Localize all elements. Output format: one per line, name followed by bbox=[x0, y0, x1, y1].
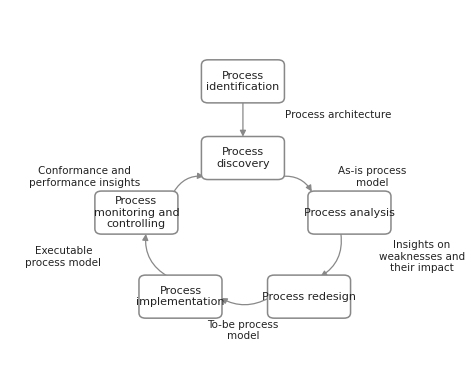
Text: Executable
process model: Executable process model bbox=[26, 246, 101, 268]
Text: Process
discovery: Process discovery bbox=[216, 147, 270, 169]
FancyBboxPatch shape bbox=[201, 136, 284, 180]
FancyBboxPatch shape bbox=[201, 60, 284, 103]
FancyBboxPatch shape bbox=[308, 191, 391, 234]
Text: Process
implementation: Process implementation bbox=[136, 286, 225, 308]
FancyBboxPatch shape bbox=[139, 275, 222, 318]
Text: Process architecture: Process architecture bbox=[285, 110, 392, 120]
Text: Process redesign: Process redesign bbox=[262, 291, 356, 302]
Text: Conformance and
performance insights: Conformance and performance insights bbox=[29, 166, 140, 188]
FancyBboxPatch shape bbox=[267, 275, 351, 318]
Text: Process
monitoring and
controlling: Process monitoring and controlling bbox=[93, 196, 179, 229]
Text: To-be process
model: To-be process model bbox=[207, 320, 279, 341]
Text: Insights on
weaknesses and
their impact: Insights on weaknesses and their impact bbox=[379, 240, 465, 273]
FancyBboxPatch shape bbox=[95, 191, 178, 234]
Text: As-is process
model: As-is process model bbox=[338, 166, 407, 188]
Text: Process analysis: Process analysis bbox=[304, 208, 395, 218]
Text: Process
identification: Process identification bbox=[206, 70, 280, 92]
